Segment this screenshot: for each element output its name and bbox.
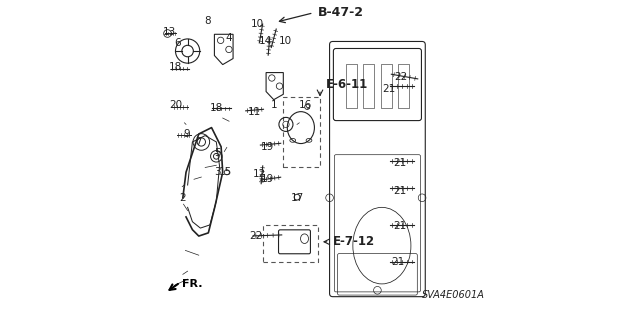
Text: 11: 11 xyxy=(248,107,261,117)
Text: 15: 15 xyxy=(220,167,232,177)
Text: 13: 13 xyxy=(163,27,176,37)
Text: 8: 8 xyxy=(204,16,211,26)
Text: 14: 14 xyxy=(259,36,273,47)
Text: 10: 10 xyxy=(252,19,264,29)
Text: 21: 21 xyxy=(392,256,404,267)
Text: 22: 22 xyxy=(250,231,263,241)
Text: 9: 9 xyxy=(183,129,190,139)
Bar xyxy=(262,225,319,262)
Text: B-47-2: B-47-2 xyxy=(317,6,364,19)
Text: 18: 18 xyxy=(210,103,223,114)
Text: 21: 21 xyxy=(393,221,406,232)
Bar xyxy=(363,64,374,108)
Text: E-7-12: E-7-12 xyxy=(333,235,375,248)
Text: 10: 10 xyxy=(278,36,291,47)
Text: 3: 3 xyxy=(214,167,221,177)
Text: FR.: FR. xyxy=(182,279,203,289)
Text: E-6-11: E-6-11 xyxy=(326,78,368,91)
Bar xyxy=(398,64,410,108)
Text: 2: 2 xyxy=(179,193,186,203)
Text: 12: 12 xyxy=(253,169,266,179)
Text: 21: 21 xyxy=(382,84,396,94)
Text: 19: 19 xyxy=(260,174,274,184)
Text: 20: 20 xyxy=(169,100,182,110)
Text: 6: 6 xyxy=(175,38,181,48)
Bar xyxy=(381,64,392,108)
Text: 1: 1 xyxy=(271,100,277,110)
Text: SVA4E0601A: SVA4E0601A xyxy=(422,290,485,300)
Text: 21: 21 xyxy=(393,186,406,197)
Text: 5: 5 xyxy=(214,148,221,158)
Text: 7: 7 xyxy=(195,137,202,147)
Text: 18: 18 xyxy=(169,62,182,72)
Bar xyxy=(346,64,356,108)
Text: 16: 16 xyxy=(299,100,312,110)
Text: 21: 21 xyxy=(393,158,406,168)
Bar xyxy=(284,97,320,167)
Text: 4: 4 xyxy=(226,33,232,43)
Text: 19: 19 xyxy=(260,142,274,152)
Text: 17: 17 xyxy=(291,193,304,203)
Text: 22: 22 xyxy=(395,71,408,82)
